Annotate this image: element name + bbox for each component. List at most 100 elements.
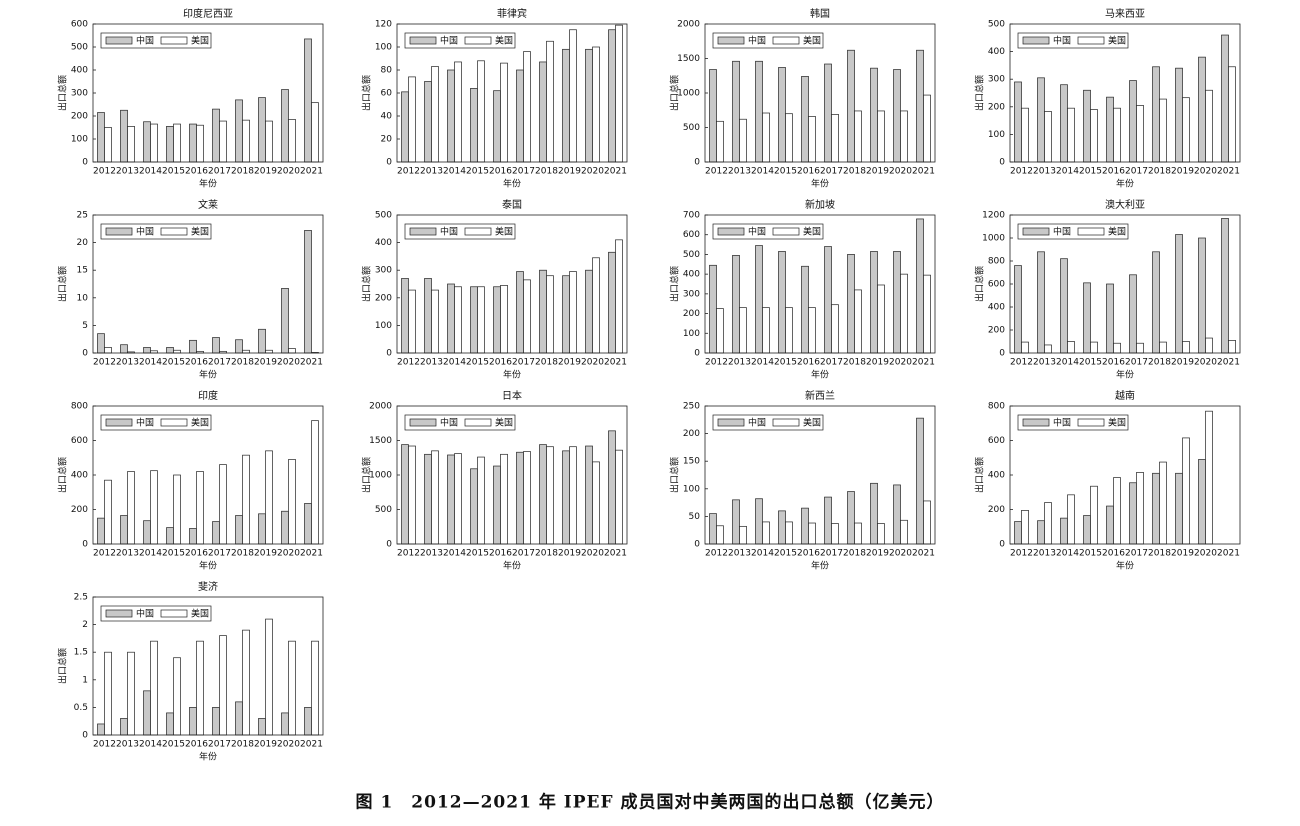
bar <box>401 444 409 545</box>
x-tick-label: 2012 <box>1010 358 1033 368</box>
legend-label: 中国 <box>748 417 766 429</box>
bar <box>1113 477 1121 545</box>
legend-label: 美国 <box>1108 35 1126 47</box>
legend-swatch <box>1077 36 1105 45</box>
x-axis-label: 年份 <box>811 178 829 190</box>
x-tick-label: 2016 <box>797 549 820 559</box>
bar <box>516 271 524 354</box>
bar <box>143 347 151 354</box>
y-tick-label: 600 <box>71 436 88 446</box>
chart-title: 文莱 <box>198 198 218 211</box>
x-tick-label: 2021 <box>912 358 935 368</box>
x-tick-label: 2018 <box>1148 549 1171 559</box>
bar <box>1083 282 1091 354</box>
bar <box>166 712 174 736</box>
x-tick-label: 2013 <box>420 358 443 368</box>
bar <box>311 420 319 545</box>
x-tick-label: 2014 <box>139 167 162 177</box>
legend-label: 中国 <box>136 608 154 620</box>
bar <box>104 651 112 736</box>
bar <box>546 275 554 354</box>
legend-label: 中国 <box>440 226 458 238</box>
bar <box>196 471 204 545</box>
x-tick-label: 2013 <box>116 358 139 368</box>
y-tick-label: 0 <box>999 540 1005 550</box>
bar <box>219 120 227 163</box>
bar <box>1182 437 1190 545</box>
axes-frame <box>92 596 324 736</box>
x-axis-label: 年份 <box>811 369 829 381</box>
y-tick-label: 2 <box>82 620 88 630</box>
bar <box>569 271 577 354</box>
bar <box>212 521 220 545</box>
y-tick-label: 10 <box>77 293 89 303</box>
legend-label: 美国 <box>191 226 209 238</box>
x-tick-label: 2019 <box>254 740 277 750</box>
chart-title: 新加坡 <box>805 198 835 211</box>
x-tick-label: 2012 <box>93 549 116 559</box>
bar <box>847 49 855 163</box>
x-tick-label: 2018 <box>843 358 866 368</box>
bar <box>258 97 266 163</box>
x-axis-label: 年份 <box>503 560 521 572</box>
bar <box>615 449 623 545</box>
y-tick-label: 200 <box>988 102 1005 112</box>
bar <box>431 66 439 163</box>
bar <box>808 307 816 354</box>
x-tick-label: 2016 <box>185 549 208 559</box>
y-tick-label: 200 <box>988 505 1005 515</box>
x-tick-label: 2013 <box>728 358 751 368</box>
bar <box>242 629 250 736</box>
bar <box>281 712 289 736</box>
x-tick-label: 2016 <box>797 167 820 177</box>
bar <box>470 88 478 163</box>
bar <box>1198 56 1206 163</box>
y-tick-label: 300 <box>988 75 1005 85</box>
x-tick-label: 2019 <box>254 358 277 368</box>
bar <box>893 484 901 545</box>
x-tick-label: 2015 <box>466 549 489 559</box>
axes-frame <box>396 405 628 545</box>
bar <box>762 307 770 354</box>
legend-swatch <box>409 36 437 45</box>
bar <box>801 265 809 354</box>
bar <box>189 123 197 163</box>
y-tick-label: 500 <box>683 123 700 133</box>
bar <box>546 40 554 163</box>
bar <box>824 63 832 163</box>
x-tick-label: 2012 <box>397 167 420 177</box>
bar <box>477 286 485 354</box>
bar <box>831 304 839 354</box>
bar <box>539 269 547 354</box>
bar <box>1014 81 1022 163</box>
bar <box>454 61 462 163</box>
x-tick-label: 2017 <box>820 549 843 559</box>
legend-swatch <box>105 227 133 236</box>
bar <box>608 251 616 354</box>
bar <box>916 218 924 354</box>
chart-title: 菲律宾 <box>497 7 527 20</box>
bar <box>562 275 570 354</box>
y-tick-label: 800 <box>71 402 88 412</box>
bar <box>120 109 128 163</box>
x-tick-label: 2018 <box>843 167 866 177</box>
bar <box>916 49 924 163</box>
bar <box>265 618 273 736</box>
y-tick-label: 600 <box>683 230 700 240</box>
y-tick-label: 25 <box>77 211 88 221</box>
y-tick-label: 20 <box>77 238 89 248</box>
bar <box>408 445 416 545</box>
bar <box>454 453 462 545</box>
x-tick-label: 2020 <box>889 358 912 368</box>
x-tick-label: 2019 <box>866 167 889 177</box>
x-tick-label: 2013 <box>1033 549 1056 559</box>
x-tick-label: 2021 <box>300 740 323 750</box>
bar <box>1198 459 1206 545</box>
bar <box>585 269 593 354</box>
y-tick-label: 200 <box>71 112 88 122</box>
x-tick-label: 2017 <box>1125 167 1148 177</box>
x-tick-label: 2014 <box>1056 167 1079 177</box>
bar <box>1044 111 1052 163</box>
legend-label: 美国 <box>191 35 209 47</box>
y-tick-label: 500 <box>988 20 1005 30</box>
